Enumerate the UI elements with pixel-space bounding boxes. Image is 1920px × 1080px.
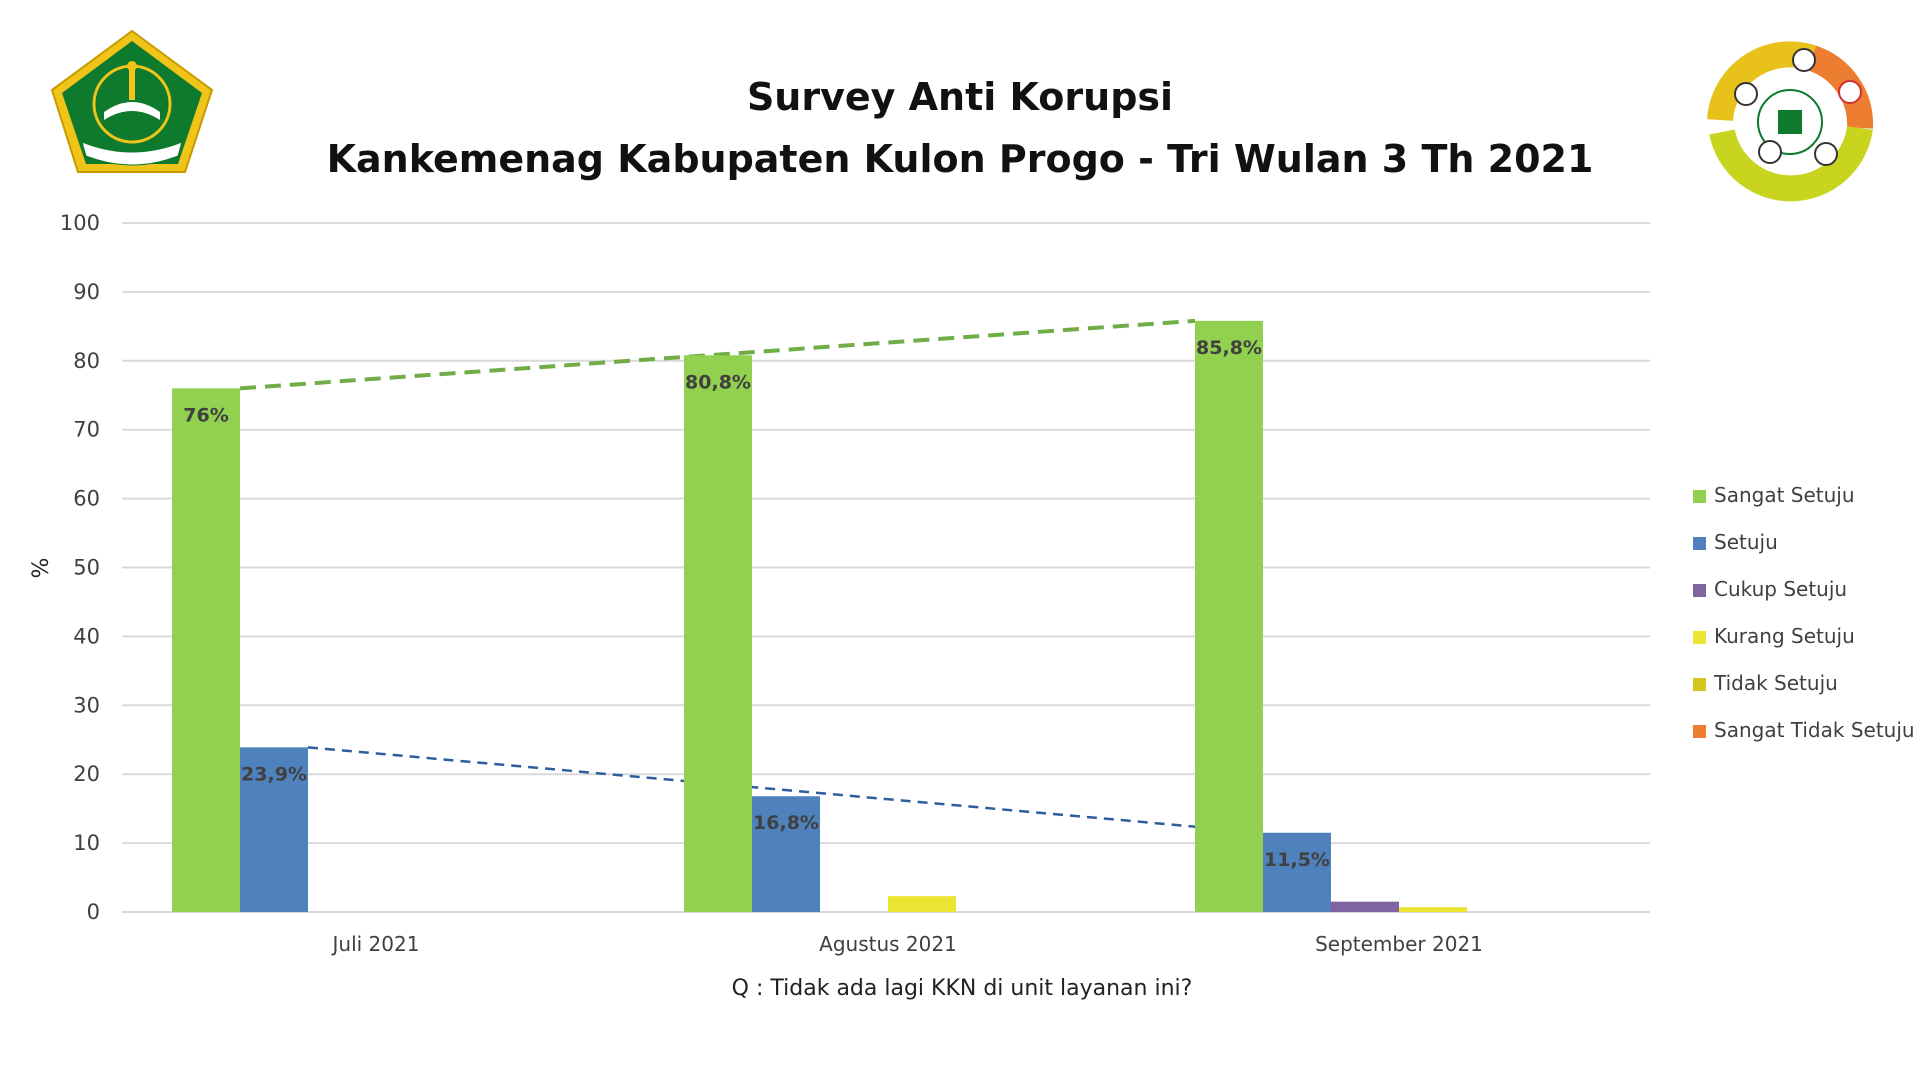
y-tick-label: 0 — [87, 900, 100, 924]
x-axis-title: Q : Tidak ada lagi KKN di unit layanan i… — [732, 976, 1193, 1001]
bar-kurang-setuju — [1399, 907, 1467, 912]
data-labels: 76% 80,8% 85,8% 23,9% 16,8% 11,5% — [183, 337, 1330, 871]
bar-setuju — [240, 747, 308, 912]
y-tick-label: 10 — [73, 831, 100, 855]
data-label: 16,8% — [753, 812, 819, 834]
legend-swatch — [1693, 678, 1706, 691]
trendline-sangat-setuju — [239, 318, 1196, 391]
x-axis-categories: Juli 2021 Agustus 2021 September 2021 — [331, 932, 1483, 956]
trendlines — [239, 318, 1264, 835]
data-label: 11,5% — [1264, 849, 1330, 871]
legend-entry: Kurang Setuju — [1714, 624, 1855, 648]
x-category-label: Juli 2021 — [331, 932, 420, 956]
legend-swatch — [1693, 537, 1706, 550]
legend-entry: Cukup Setuju — [1714, 577, 1847, 601]
y-tick-label: 60 — [73, 487, 100, 511]
legend-entry: Tidak Setuju — [1713, 671, 1838, 695]
x-category-label: September 2021 — [1315, 932, 1483, 956]
bar-kurang-setuju — [888, 896, 956, 912]
y-tick-label: 40 — [73, 624, 100, 648]
y-tick-label: 30 — [73, 693, 100, 717]
legend-swatch — [1693, 725, 1706, 738]
y-tick-label: 90 — [73, 280, 100, 304]
data-label: 76% — [183, 404, 228, 426]
legend-entry: Sangat Setuju — [1714, 483, 1855, 507]
gridlines — [122, 222, 1650, 913]
y-axis-title: % — [29, 558, 54, 579]
bars — [172, 320, 1467, 913]
bar-sangat-setuju — [172, 388, 240, 912]
y-tick-label: 70 — [73, 418, 100, 442]
legend-entry: Sangat Tidak Setuju — [1714, 718, 1915, 742]
x-category-label: Agustus 2021 — [819, 932, 957, 956]
y-tick-label: 20 — [73, 762, 100, 786]
legend-entry: Setuju — [1714, 530, 1778, 554]
data-label: 23,9% — [241, 763, 307, 785]
chart-title-line-2: Kankemenag Kabupaten Kulon Progo - Tri W… — [327, 137, 1594, 181]
legend: Sangat Setuju Setuju Cukup Setuju Kurang Se… — [1693, 483, 1915, 742]
data-label: 85,8% — [1196, 337, 1262, 359]
trendline-setuju — [307, 746, 1264, 835]
legend-swatch — [1693, 631, 1706, 644]
bar-sangat-setuju — [1195, 320, 1263, 912]
bar-sangat-setuju — [684, 355, 752, 913]
y-tick-label: 50 — [73, 556, 100, 580]
bar-setuju — [1263, 832, 1331, 912]
bar-setuju — [752, 796, 820, 912]
legend-swatch — [1693, 490, 1706, 503]
y-tick-label: 80 — [73, 349, 100, 373]
legend-swatch — [1693, 584, 1706, 597]
y-tick-label: 100 — [60, 211, 100, 235]
kemenag-logo-icon — [50, 29, 214, 173]
y-axis-ticks: 0 10 20 30 40 50 60 70 80 90 100 — [60, 211, 100, 924]
bar-cukup-setuju — [1331, 901, 1399, 912]
ceria-mempesona-logo-icon — [1707, 41, 1874, 202]
chart-title-line-1: Survey Anti Korupsi — [747, 75, 1173, 119]
data-label: 80,8% — [685, 371, 751, 393]
